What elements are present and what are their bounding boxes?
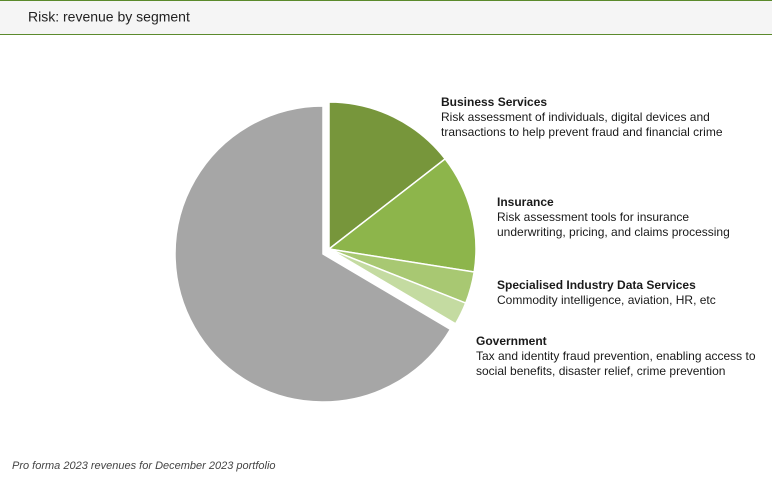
pie-slice: [174, 105, 452, 403]
segment-description: Commodity intelligence, aviation, HR, et…: [497, 293, 716, 307]
segment-name: Business Services: [441, 95, 547, 109]
segment-name: Specialised Industry Data Services: [497, 278, 696, 292]
pie-slice: [328, 101, 447, 251]
pie-slice: [327, 157, 477, 273]
segment-description: transactions to help prevent fraud and f…: [441, 125, 723, 139]
segment-name: Government: [476, 334, 547, 348]
segment-description: Tax and identity fraud prevention, enabl…: [476, 349, 756, 363]
segment-description: Risk assessment of individuals, digital …: [441, 110, 710, 124]
segment-description: social benefits, disaster relief, crime …: [476, 364, 725, 378]
segment-name: Insurance: [497, 195, 554, 209]
chart-title: Risk: revenue by segment: [28, 9, 190, 25]
segment-description: Risk assessment tools for insurance: [497, 210, 689, 224]
footnote: Pro forma 2023 revenues for December 202…: [12, 460, 276, 472]
pie-slice: [328, 248, 467, 325]
header-bar: [0, 0, 772, 34]
segment-description: underwriting, pricing, and claims proces…: [497, 225, 730, 239]
